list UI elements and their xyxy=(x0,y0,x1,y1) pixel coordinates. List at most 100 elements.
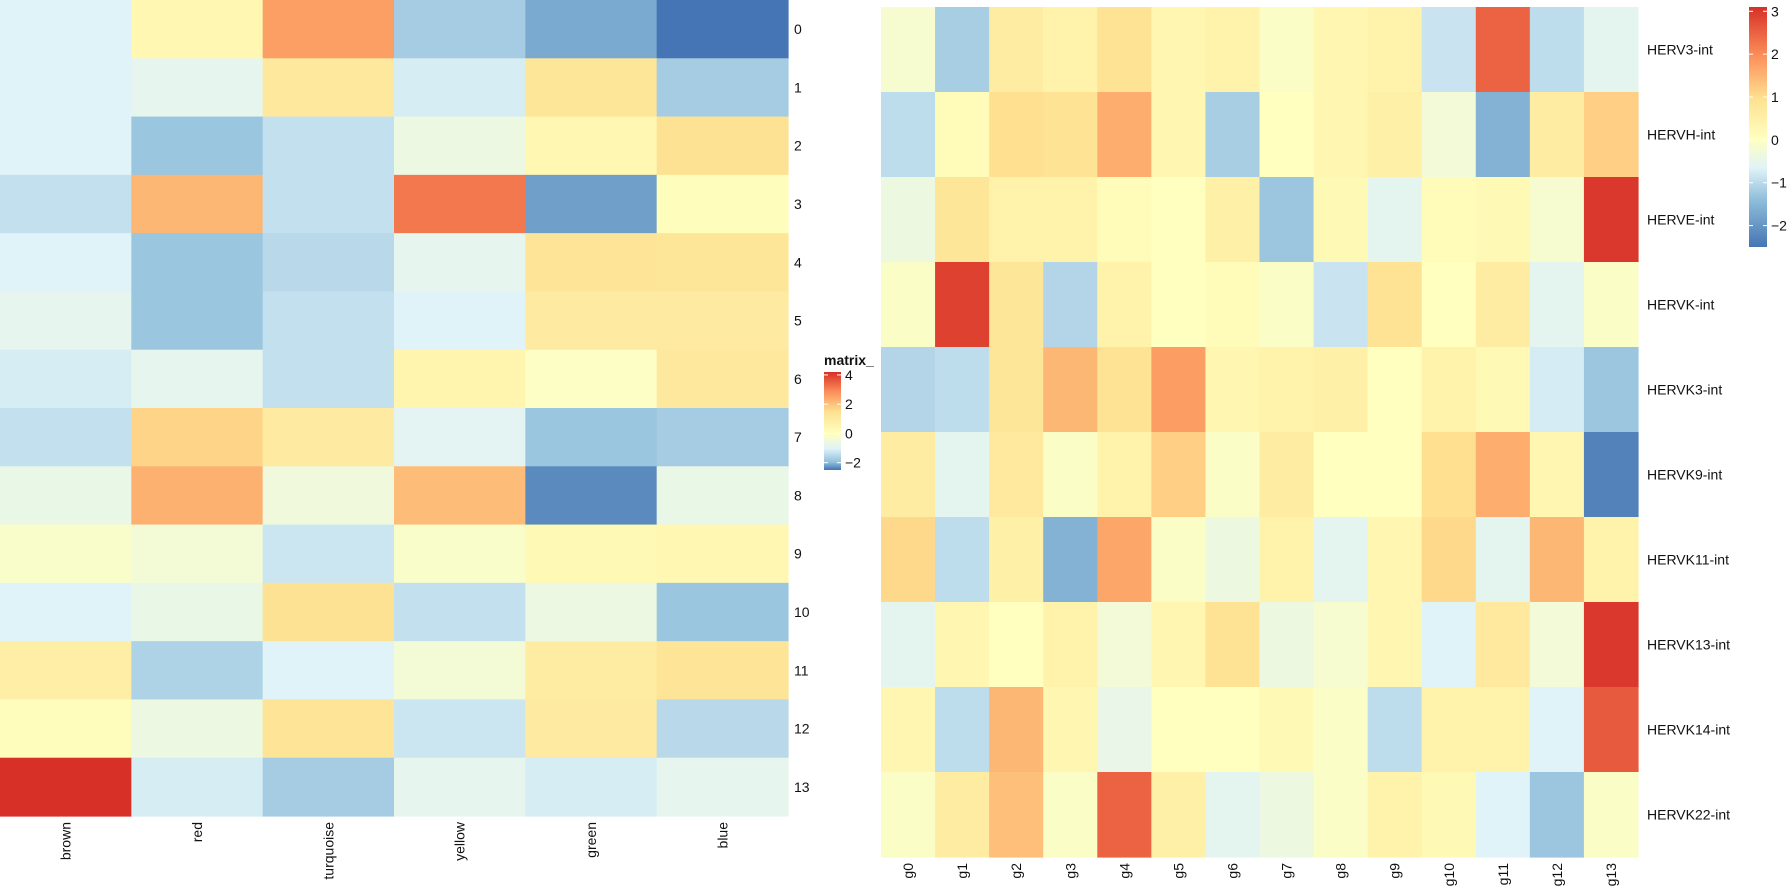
heatmap-cell-1-r2-c5 xyxy=(1151,177,1207,263)
heatmap-cell-1-r2-c2 xyxy=(989,177,1044,263)
heatmap-cell-0-r5-c3 xyxy=(394,291,526,351)
heatmap-cell-1-r8-c9 xyxy=(1367,687,1423,773)
row-label-0-4: 4 xyxy=(794,254,802,270)
heatmap-cell-1-r7-c10 xyxy=(1421,602,1477,688)
col-label-1-4: g4 xyxy=(1116,863,1132,879)
heatmap-cell-1-r4-c9 xyxy=(1367,347,1423,433)
heatmap-cell-0-r4-c2 xyxy=(262,233,395,293)
heatmap-cell-1-r5-c12 xyxy=(1529,432,1585,518)
heatmap-cell-1-r4-c13 xyxy=(1583,347,1639,433)
heatmap-cell-1-r9-c3 xyxy=(1043,772,1098,858)
row-label-1-7: HERVK13-int xyxy=(1647,637,1730,653)
heatmap-cell-1-r6-c2 xyxy=(989,517,1044,603)
heatmap-cell-1-r5-c3 xyxy=(1043,432,1098,518)
heatmap-cell-0-r1-c0 xyxy=(0,58,132,118)
heatmap-cell-0-r7-c4 xyxy=(525,408,658,467)
heatmap-cell-1-r4-c0 xyxy=(881,347,936,433)
heatmap-cell-1-r3-c13 xyxy=(1583,262,1639,348)
legend-tick-label-1-4: −1 xyxy=(1771,175,1787,191)
heatmap-cell-0-r0-c3 xyxy=(394,0,526,59)
heatmap-cell-1-r2-c0 xyxy=(881,177,936,263)
col-label-1-0: g0 xyxy=(900,863,916,879)
heatmap-cell-1-r6-c8 xyxy=(1313,517,1369,603)
heatmap-cell-0-r6-c3 xyxy=(394,349,526,409)
col-label-1-6: g6 xyxy=(1224,863,1240,879)
heatmap-cell-0-r9-c1 xyxy=(131,524,264,584)
heatmap-cell-0-r5-c2 xyxy=(262,291,395,351)
heatmap-cell-1-r6-c13 xyxy=(1583,517,1639,603)
heatmap-cell-0-r7-c3 xyxy=(394,408,526,467)
col-label-0-3: yellow xyxy=(452,821,468,861)
heatmap-cell-1-r5-c6 xyxy=(1205,432,1261,518)
heatmap-cell-0-r3-c3 xyxy=(394,174,526,234)
heatmap-cell-1-r2-c12 xyxy=(1529,177,1585,263)
heatmap-cell-1-r7-c2 xyxy=(989,602,1044,688)
heatmap-cell-1-r0-c5 xyxy=(1151,7,1207,93)
heatmap-cell-0-r4-c4 xyxy=(525,233,658,293)
heatmap-cell-1-r4-c12 xyxy=(1529,347,1585,433)
heatmap-cell-1-r9-c5 xyxy=(1151,772,1207,858)
heatmap-cell-1-r7-c12 xyxy=(1529,602,1585,688)
heatmap-cell-1-r7-c1 xyxy=(935,602,990,688)
heatmap-cell-0-r10-c4 xyxy=(525,582,658,642)
heatmap-cell-1-r3-c2 xyxy=(989,262,1044,348)
heatmap-cell-1-r1-c8 xyxy=(1313,92,1369,178)
heatmap-cell-0-r10-c3 xyxy=(394,582,526,642)
row-label-1-0: HERV3-int xyxy=(1647,42,1713,58)
heatmap-cell-0-r6-c1 xyxy=(131,349,264,409)
heatmap-cell-1-r8-c5 xyxy=(1151,687,1207,773)
heatmap-cell-1-r4-c3 xyxy=(1043,347,1098,433)
heatmap-cell-0-r3-c2 xyxy=(262,174,395,234)
left-color-legend: matrix_ 4 2 0 −2 xyxy=(824,352,874,471)
heatmap-cell-0-r13-c0 xyxy=(0,757,132,817)
heatmap-cell-1-r8-c12 xyxy=(1529,687,1585,773)
heatmap-cell-0-r12-c2 xyxy=(262,699,395,759)
heatmap-cell-1-r6-c11 xyxy=(1475,517,1531,603)
heatmap-cell-0-r5-c0 xyxy=(0,291,132,351)
heatmap-cell-1-r6-c6 xyxy=(1205,517,1261,603)
row-label-0-2: 2 xyxy=(794,138,802,154)
heatmap-cell-1-r0-c1 xyxy=(935,7,990,93)
heatmap-cell-1-r0-c4 xyxy=(1097,7,1152,93)
heatmap-cell-1-r3-c3 xyxy=(1043,262,1098,348)
row-label-0-9: 9 xyxy=(794,546,802,562)
heatmap-cell-1-r1-c13 xyxy=(1583,92,1639,178)
heatmap-cell-1-r1-c10 xyxy=(1421,92,1477,178)
heatmap-cell-1-r1-c3 xyxy=(1043,92,1098,178)
heatmap-cell-0-r12-c3 xyxy=(394,699,526,759)
legend-tick-label-1-3: 0 xyxy=(1771,132,1779,148)
heatmap-cell-0-r1-c3 xyxy=(394,58,526,118)
heatmap-cell-1-r8-c8 xyxy=(1313,687,1369,773)
heatmap-cell-0-r9-c4 xyxy=(525,524,658,584)
col-label-0-0: brown xyxy=(58,822,74,860)
heatmap-cell-1-r3-c4 xyxy=(1097,262,1152,348)
heatmap-cell-1-r4-c2 xyxy=(989,347,1044,433)
heatmap-cell-0-r3-c5 xyxy=(656,174,789,234)
heatmap-cell-1-r9-c9 xyxy=(1367,772,1423,858)
heatmap-cell-1-r1-c4 xyxy=(1097,92,1152,178)
heatmap-cell-1-r8-c13 xyxy=(1583,687,1639,773)
col-label-1-10: g10 xyxy=(1441,863,1457,887)
heatmap-cell-0-r3-c0 xyxy=(0,174,132,234)
legend-tick-label-1-2: 1 xyxy=(1771,89,1779,105)
heatmap-cell-1-r7-c7 xyxy=(1259,602,1315,688)
row-label-1-4: HERVK3-int xyxy=(1647,382,1722,398)
legend-tick-label-0-0: 4 xyxy=(845,367,853,383)
heatmap-cell-1-r9-c12 xyxy=(1529,772,1585,858)
heatmap-cell-0-r2-c2 xyxy=(262,116,395,176)
heatmap-cell-1-r2-c3 xyxy=(1043,177,1098,263)
heatmap-cell-1-r5-c8 xyxy=(1313,432,1369,518)
heatmap-cell-0-r8-c1 xyxy=(131,466,264,526)
heatmap-cell-1-r7-c9 xyxy=(1367,602,1423,688)
heatmap-cell-0-r9-c0 xyxy=(0,524,132,584)
left-legend-colorbar xyxy=(824,372,841,470)
heatmap-cell-1-r8-c0 xyxy=(881,687,936,773)
heatmap-cell-0-r8-c2 xyxy=(262,466,395,526)
heatmap-cell-0-r5-c1 xyxy=(131,291,264,351)
heatmap-cell-1-r0-c7 xyxy=(1259,7,1315,93)
heatmap-cell-0-r5-c4 xyxy=(525,291,658,351)
heatmap-cell-1-r4-c11 xyxy=(1475,347,1531,433)
heatmap-cell-0-r3-c1 xyxy=(131,174,264,234)
row-label-1-2: HERVE-int xyxy=(1647,212,1715,228)
heatmap-cell-1-r0-c9 xyxy=(1367,7,1423,93)
